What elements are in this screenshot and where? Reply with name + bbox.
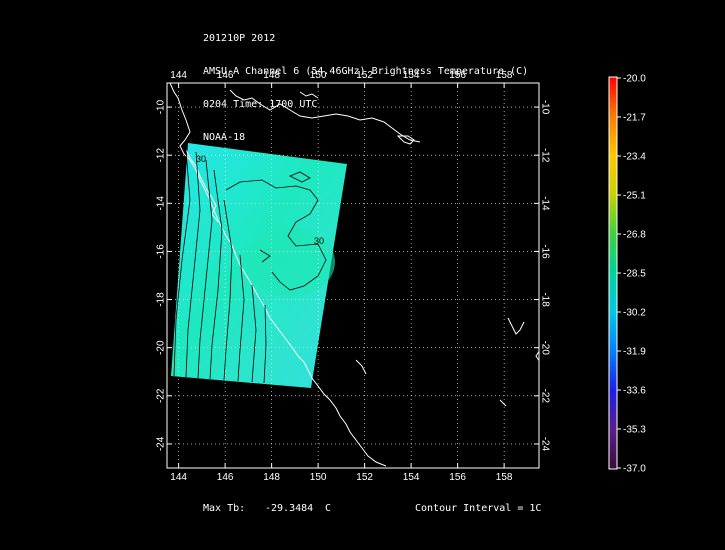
lon-label-bottom: 154 — [403, 472, 420, 483]
satellite-line: NOAA-18 — [203, 132, 246, 143]
lon-label-bottom: 152 — [356, 472, 373, 483]
lon-label-top: 148 — [263, 70, 280, 81]
colorbar-label: -28.5 — [623, 269, 646, 280]
lat-label-left: -18 — [156, 292, 167, 307]
lat-label-left: -22 — [156, 388, 167, 403]
max-tb-value: -29.3484 — [265, 503, 314, 514]
lon-label-top: 146 — [217, 70, 234, 81]
lon-label-bottom: 150 — [310, 472, 327, 483]
channel-line: AMSU-A Channel 6 (54.46GHz) Brightness T… — [203, 66, 529, 77]
lon-label-bottom: 158 — [496, 472, 513, 483]
colorbar-label: -37.0 — [623, 464, 646, 475]
lat-label-right: -24 — [539, 437, 550, 452]
contour-label-north: 30 — [196, 154, 206, 164]
lat-label-right: -20 — [539, 340, 550, 355]
colorbar — [608, 76, 618, 470]
lat-label-left: -14 — [156, 196, 167, 211]
lon-label-top: 144 — [170, 70, 187, 81]
plot-header: 201210P 2012 AMSU-A Channel 6 (54.46GHz)… — [203, 11, 528, 154]
lat-label-right: -16 — [539, 244, 550, 259]
lat-label-left: -10 — [156, 99, 167, 114]
lat-label-left: -16 — [156, 244, 167, 259]
axis-ticks: 144 144 146 146 148 148 150 150 152 152 154 154 156 1… — [156, 70, 551, 483]
lon-label-top: 154 — [403, 70, 420, 81]
lat-label-left: -12 — [156, 148, 167, 163]
lon-label-bottom: 144 — [170, 472, 187, 483]
lat-label-left: -20 — [156, 340, 167, 355]
colorbar-label: -23.4 — [623, 152, 646, 163]
contour-lines — [173, 149, 327, 384]
lat-label-right: -14 — [539, 196, 550, 211]
max-tb-label: Max Tb: — [203, 503, 246, 514]
lat-label-left: -24 — [156, 436, 167, 451]
colorbar-labels: -20.0 -21.7 -23.4 -25.1 -26.8 -28.5 -30.2 -31.9… — [617, 74, 646, 475]
storm-id-line: 201210P 2012 — [203, 33, 276, 44]
colorbar-label: -21.7 — [623, 113, 646, 124]
graticule — [167, 83, 539, 468]
lon-label-top: 156 — [449, 70, 466, 81]
lat-label-right: -10 — [539, 100, 550, 115]
colorbar-label: -33.6 — [623, 386, 646, 397]
max-tb-unit: C — [325, 503, 332, 514]
lat-label-right: -18 — [539, 292, 550, 307]
lat-label-right: -22 — [539, 389, 550, 404]
lat-label-right: -12 — [539, 148, 550, 163]
contour-interval: Contour Interval = 1C — [415, 503, 542, 514]
colorbar-label: -25.1 — [623, 191, 646, 202]
lon-label-bottom: 146 — [217, 472, 234, 483]
colorbar-label: -30.2 — [623, 308, 646, 319]
colorbar-label: -26.8 — [623, 230, 646, 241]
lon-label-top: 150 — [310, 70, 327, 81]
colorbar-label: -35.3 — [623, 425, 646, 436]
colorbar-label: -20.0 — [623, 74, 646, 85]
lon-label-bottom: 156 — [449, 472, 466, 483]
plot-frame — [166, 82, 540, 469]
lon-label-top: 152 — [356, 70, 373, 81]
contour-label: 30 — [314, 236, 324, 246]
lon-label-top: 158 — [496, 70, 513, 81]
lon-label-bottom: 148 — [263, 472, 280, 483]
colorbar-label: -31.9 — [623, 347, 646, 358]
